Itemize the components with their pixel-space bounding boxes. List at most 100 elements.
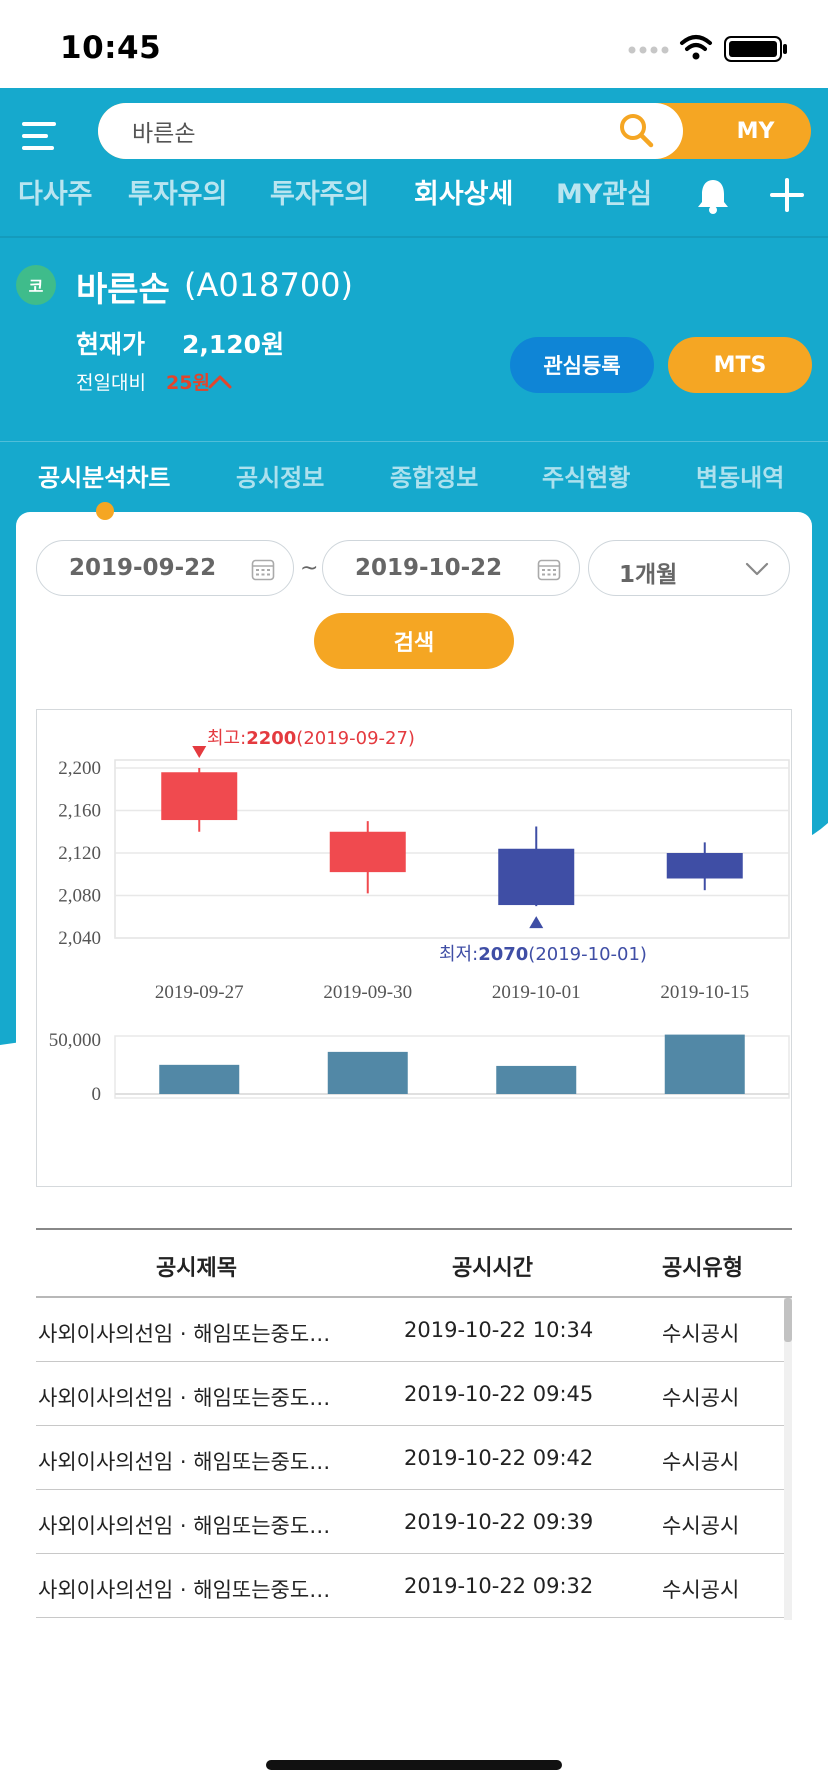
start-date-field[interactable]: 2019-09-22: [36, 540, 294, 596]
table-header-border: [36, 1296, 792, 1298]
status-time: 10:45: [60, 30, 162, 66]
change-label: 전일대비: [76, 372, 146, 394]
table-row[interactable]: 사외이사의선임 · 해임또는중도퇴임 2019-10-22 09:42 수시공시: [36, 1426, 784, 1490]
y-tick-label: 2,040: [58, 928, 101, 949]
end-date-value: 2019-10-22: [355, 555, 503, 581]
row-time: 2019-10-22 09:32: [404, 1574, 594, 1598]
search-input[interactable]: [98, 103, 683, 159]
tab-overview[interactable]: 종합정보: [390, 464, 479, 492]
search-icon[interactable]: [618, 112, 654, 148]
x-tick-label: 2019-09-30: [323, 982, 412, 1003]
date-range-separator: ~: [300, 556, 319, 581]
row-time: 2019-10-22 10:34: [404, 1318, 594, 1342]
row-type: 수시공시: [662, 1578, 740, 1602]
end-date-field[interactable]: 2019-10-22: [322, 540, 580, 596]
candle-body: [161, 772, 238, 821]
add-interest-button[interactable]: 관심등록: [510, 337, 654, 393]
tab-dasaju[interactable]: 다사주: [18, 179, 93, 210]
y-tick-label: 2,200: [58, 758, 101, 779]
menu-icon[interactable]: [22, 120, 62, 154]
section-tabs: 공시분석차트 공시정보 종합정보 주식현황 변동내역: [0, 458, 828, 508]
volume-bar: [327, 1051, 408, 1094]
stock-code: (A018700): [184, 266, 354, 304]
volume-plot-frame: [114, 1035, 790, 1099]
plus-icon[interactable]: [770, 178, 804, 212]
status-icons: [628, 35, 787, 62]
search-button[interactable]: 검색: [314, 613, 514, 669]
column-header-type: 공시유형: [662, 1256, 743, 1281]
header-divider: [0, 236, 828, 238]
active-tab-notch: [84, 512, 128, 534]
market-badge: 코: [16, 265, 56, 305]
table-scrollbar-thumb[interactable]: [784, 1298, 792, 1342]
y-tick-label: 2,120: [58, 843, 101, 864]
chevron-up-icon: [208, 375, 232, 389]
tab-stock-status[interactable]: 주식현황: [542, 464, 631, 492]
top-nav-tabs: 다사주 투자유의 투자주의 회사상세 MY관심: [0, 172, 828, 222]
mts-button[interactable]: MTS: [668, 337, 812, 393]
column-header-time: 공시시간: [452, 1256, 533, 1281]
row-title: 사외이사의선임 · 해임또는중도퇴임: [38, 1578, 346, 1602]
row-time: 2019-10-22 09:45: [404, 1382, 594, 1406]
tab-company-detail[interactable]: 회사상세: [414, 179, 514, 210]
search-input-value: 바른손: [132, 121, 196, 147]
active-tab-indicator: [96, 502, 114, 520]
row-title: 사외이사의선임 · 해임또는중도퇴임: [38, 1514, 346, 1538]
price-label: 현재가: [76, 330, 146, 359]
x-tick-label: 2019-10-15: [660, 982, 749, 1003]
period-select[interactable]: 1개월: [588, 540, 790, 596]
table-row[interactable]: 사외이사의선임 · 해임또는중도퇴임 2019-10-22 09:39 수시공시: [36, 1490, 784, 1554]
change-value: 25원: [166, 372, 210, 394]
signal-icon: [628, 46, 669, 54]
candle-body: [498, 848, 575, 906]
table-top-border: [36, 1228, 792, 1230]
tab-investment-caution[interactable]: 투자유의: [128, 179, 228, 210]
home-indicator[interactable]: [266, 1760, 562, 1770]
stock-divider: [0, 441, 828, 442]
table-scrollbar[interactable]: [784, 1298, 792, 1620]
x-tick-label: 2019-09-27: [155, 982, 244, 1003]
row-title: 사외이사의선임 · 해임또는중도퇴임: [38, 1386, 346, 1410]
volume-bar: [496, 1065, 577, 1094]
chevron-down-icon: [745, 562, 769, 576]
y-tick-label: 2,160: [58, 801, 101, 822]
table-row[interactable]: 사외이사의선임 · 해임또는중도퇴임 2019-10-22 09:45 수시공시: [36, 1362, 784, 1426]
period-select-value: 1개월: [619, 562, 678, 588]
row-title: 사외이사의선임 · 해임또는중도퇴임: [38, 1450, 346, 1474]
tab-disclosure-chart[interactable]: 공시분석차트: [38, 464, 171, 492]
high-marker: [192, 746, 207, 758]
tab-disclosure-info[interactable]: 공시정보: [236, 464, 325, 492]
tab-my-interest[interactable]: MY관심: [556, 179, 653, 210]
table-row[interactable]: 사외이사의선임 · 해임또는중도퇴임 2019-10-22 09:32 수시공시: [36, 1554, 784, 1618]
stock-name: 바른손: [76, 270, 170, 310]
candle-body: [666, 853, 743, 879]
volume-bar: [664, 1034, 745, 1094]
bell-icon[interactable]: [696, 178, 730, 214]
price-value: 2,120원: [182, 330, 285, 359]
row-type: 수시공시: [662, 1322, 740, 1346]
volume-tick-label: 0: [92, 1084, 102, 1105]
tab-investment-warning[interactable]: 투자주의: [270, 179, 370, 210]
x-tick-label: 2019-10-01: [492, 982, 581, 1003]
chart-canvas: 2,200 2,160 2,120 2,080 2,040 2019-09-27 2019-…: [49, 728, 790, 1105]
volume-bar: [159, 1064, 240, 1094]
table-header: 공시제목 공시시간 공시유형: [36, 1230, 792, 1296]
low-marker: [529, 916, 544, 929]
row-type: 수시공시: [662, 1514, 740, 1538]
calendar-icon[interactable]: [537, 557, 561, 581]
battery-icon: [724, 36, 787, 62]
start-date-value: 2019-09-22: [69, 555, 217, 581]
row-time: 2019-10-22 09:42: [404, 1446, 594, 1470]
calendar-icon[interactable]: [251, 557, 275, 581]
table-row[interactable]: 사외이사의선임 · 해임또는중도퇴임 2019-10-22 10:34 수시공시: [36, 1298, 784, 1362]
volume-tick-label: 50,000: [49, 1030, 101, 1051]
wifi-icon: [680, 35, 712, 60]
my-button[interactable]: MY: [736, 118, 775, 144]
row-type: 수시공시: [662, 1386, 740, 1410]
row-title: 사외이사의선임 · 해임또는중도퇴임: [38, 1322, 346, 1346]
status-bar: 10:45: [0, 0, 828, 88]
y-tick-label: 2,080: [58, 886, 101, 907]
row-type: 수시공시: [662, 1450, 740, 1474]
disclosure-chart: 2,200 2,160 2,120 2,080 2,040 2019-09-27 2019-…: [36, 709, 792, 1187]
tab-change-history[interactable]: 변동내역: [696, 464, 785, 492]
